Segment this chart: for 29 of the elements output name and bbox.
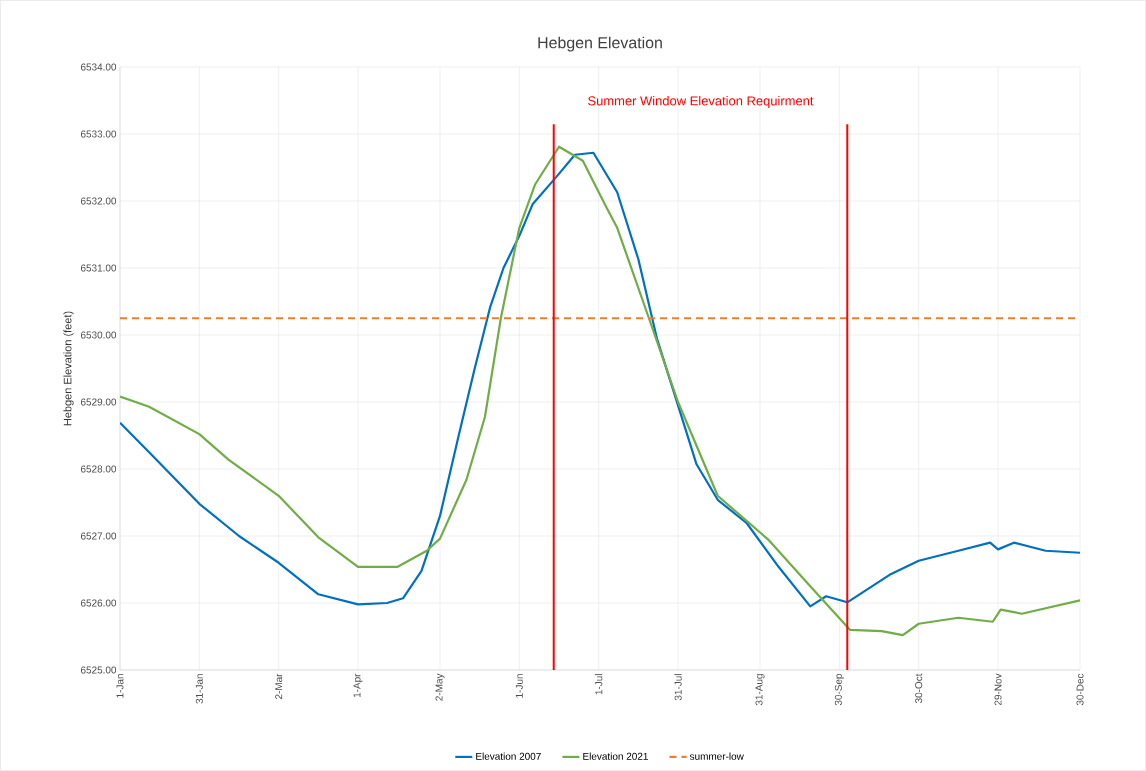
y-tick-label: 6528.00 (80, 465, 117, 473)
y-tick-label: 6534.00 (80, 63, 117, 71)
x-tick-label: 29-Nov (994, 673, 1002, 706)
x-tick-label: 1-Apr (353, 673, 363, 698)
y-tick-label: 6525.00 (80, 666, 117, 674)
y-tick-label: 6530.00 (80, 331, 117, 339)
y-tick-label: 6533.00 (80, 130, 117, 138)
legend-label: Elevation 2007 (476, 752, 541, 760)
chart-title: Hebgen Elevation (538, 36, 662, 52)
x-tick-label: 2-May (435, 673, 445, 701)
y-axis-title: Hebgen Elevation (feet) (63, 311, 74, 426)
annotation: Summer Window Elevation Requirment (588, 95, 814, 108)
x-tick-label: 1-Jan (116, 674, 124, 698)
legend-label: Elevation 2021 (583, 752, 648, 760)
x-tick-label: 31-Jan (195, 674, 203, 704)
legend-label: summer-low (689, 752, 744, 760)
x-tick-label: 1-Jul (595, 674, 603, 695)
y-tick-label: 6531.00 (80, 264, 117, 272)
x-tick-label: 31-Jul (674, 674, 682, 701)
y-tick-label: 6529.00 (80, 398, 117, 406)
y-tick-label: 6526.00 (80, 599, 117, 607)
x-tick-label: 2-Mar (275, 673, 283, 700)
x-tick-label: 30-Dec (1076, 673, 1084, 706)
x-tick-label: 30-Sep (834, 673, 844, 706)
y-tick-label: 6527.00 (80, 532, 117, 540)
x-tick-label: 30-Oct (915, 673, 923, 704)
y-tick-label: 6532.00 (80, 197, 117, 205)
x-tick-label: 31-Aug (755, 674, 765, 706)
x-tick-label: 1-Jun (515, 674, 523, 698)
